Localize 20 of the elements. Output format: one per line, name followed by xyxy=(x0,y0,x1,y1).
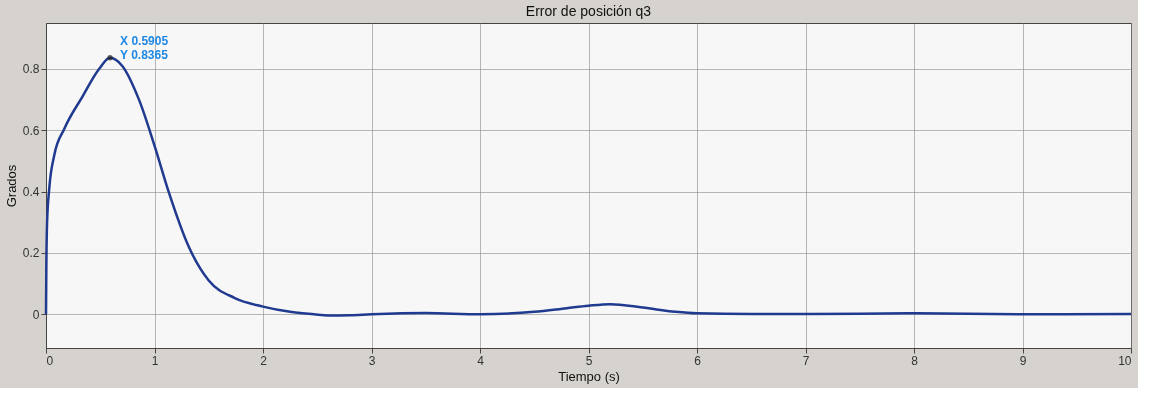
x-tick-label: 7 xyxy=(802,353,810,368)
x-tick-label: 8 xyxy=(911,353,919,368)
x-tick-label: 9 xyxy=(1019,353,1027,368)
x-axis-title: Tiempo (s) xyxy=(558,368,620,384)
y-axis-title: Grados xyxy=(3,164,19,208)
x-tick-label: 0 xyxy=(46,353,54,368)
y-tick-label: 0.4 xyxy=(22,185,40,200)
y-tick-label: 0.6 xyxy=(22,123,40,138)
annotation: X 0.5905 Y 0.8365 xyxy=(120,33,169,62)
x-tick-label: 6 xyxy=(694,353,702,368)
x-tick-label: 4 xyxy=(477,353,485,368)
y-tick-label: 0 xyxy=(32,307,40,322)
y-tick-label: 0.2 xyxy=(22,246,40,261)
y-tick-label: 0.8 xyxy=(22,62,40,77)
x-tick-label: 5 xyxy=(585,353,593,368)
x-tick-label: 2 xyxy=(260,353,268,368)
x-tick-label: 1 xyxy=(151,353,159,368)
x-tick-label: 3 xyxy=(368,353,376,368)
chart-title: Error de posición q3 xyxy=(525,3,652,19)
x-tick-label: 10 xyxy=(1118,353,1132,368)
